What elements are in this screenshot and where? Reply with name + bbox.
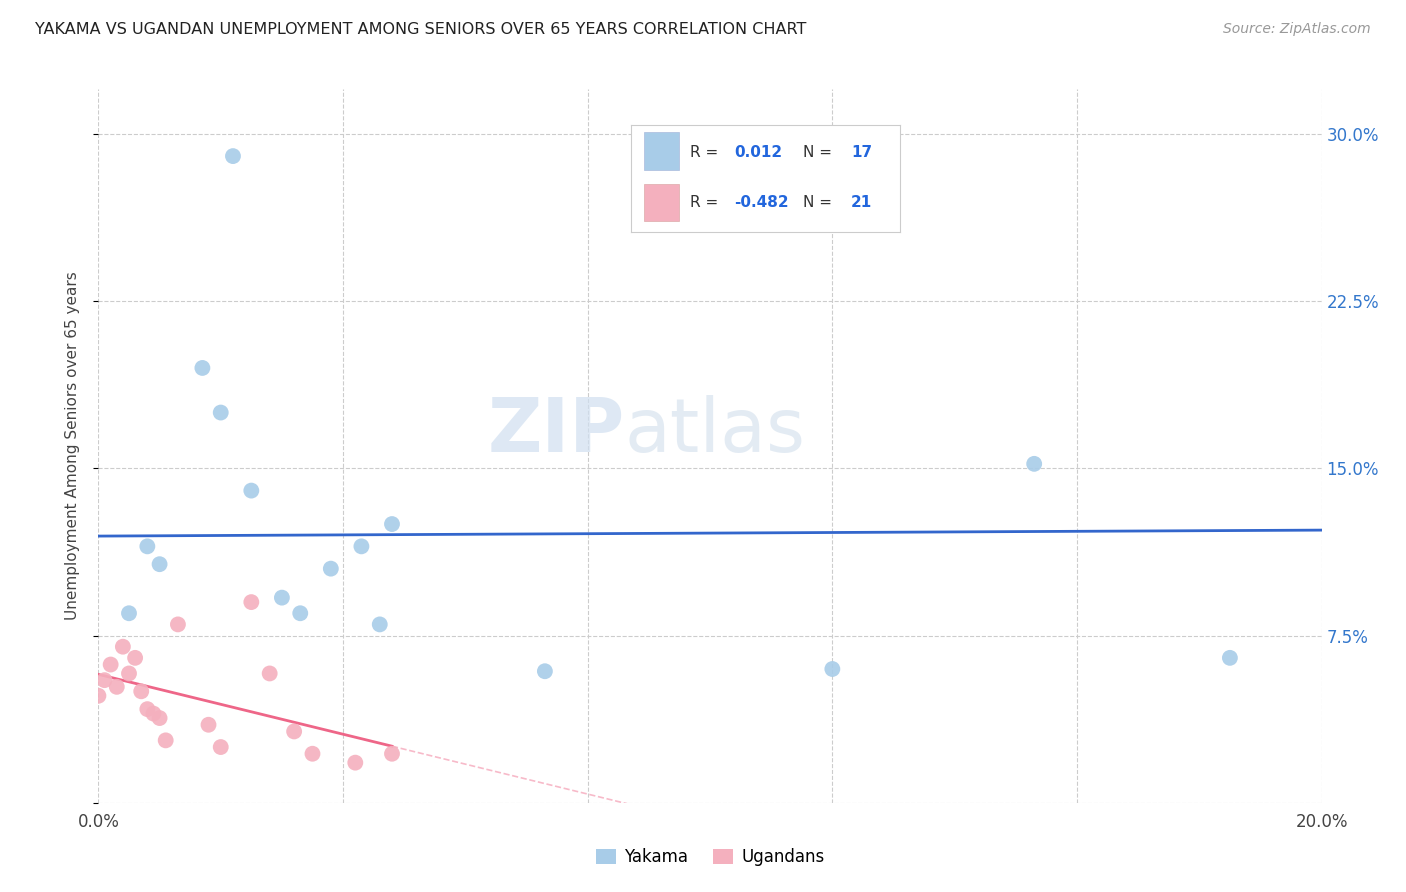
Point [167,617,190,632]
Text: atlas: atlas [624,395,806,468]
Point [209,405,232,420]
Point [111,640,134,654]
Legend: Yakama, Ugandans: Yakama, Ugandans [589,842,831,873]
Point [381,747,404,761]
Point [1219,651,1241,665]
Text: Source: ZipAtlas.com: Source: ZipAtlas.com [1223,22,1371,37]
Point [136,539,159,553]
Point [149,557,172,572]
Point [136,702,159,716]
Point [350,539,373,553]
Text: ZIP: ZIP [486,395,624,468]
Y-axis label: Unemployment Among Seniors over 65 years: Unemployment Among Seniors over 65 years [65,272,80,620]
Point [283,724,305,739]
Point [290,607,312,621]
Point [209,740,232,755]
Point [222,149,245,163]
Point [118,607,141,621]
Text: YAKAMA VS UGANDAN UNEMPLOYMENT AMONG SENIORS OVER 65 YEARS CORRELATION CHART: YAKAMA VS UGANDAN UNEMPLOYMENT AMONG SEN… [35,22,807,37]
Point [197,717,219,731]
Point [118,666,141,681]
Point [344,756,367,770]
Point [240,595,263,609]
Point [105,680,128,694]
Point [155,733,177,747]
Point [534,664,557,679]
Point [149,711,172,725]
Point [129,684,152,698]
Point [1024,457,1046,471]
Point [821,662,844,676]
Point [270,591,292,605]
Point [124,651,146,665]
Point [368,617,391,632]
Point [319,562,342,576]
Point [259,666,281,681]
Point [100,657,122,672]
Point [87,689,110,703]
Point [240,483,263,498]
Point [301,747,323,761]
Point [93,673,115,687]
Point [191,360,214,375]
Point [142,706,165,721]
Point [381,517,404,532]
